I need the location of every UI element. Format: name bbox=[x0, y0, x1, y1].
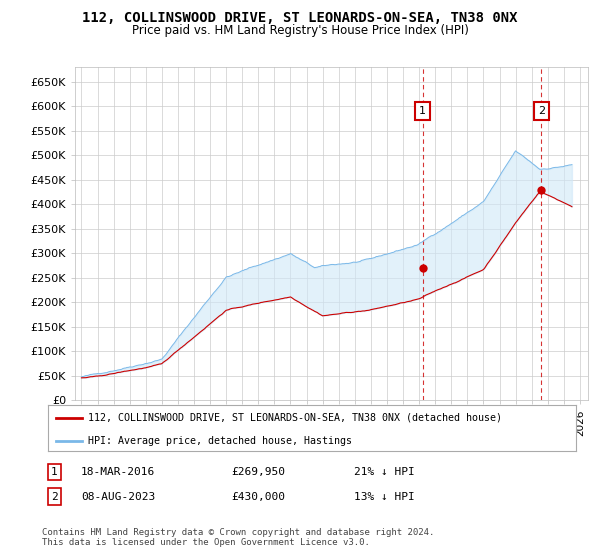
Text: 112, COLLINSWOOD DRIVE, ST LEONARDS-ON-SEA, TN38 0NX: 112, COLLINSWOOD DRIVE, ST LEONARDS-ON-S… bbox=[82, 11, 518, 25]
Text: Price paid vs. HM Land Registry's House Price Index (HPI): Price paid vs. HM Land Registry's House … bbox=[131, 24, 469, 36]
Text: 2: 2 bbox=[538, 106, 545, 116]
Text: 1: 1 bbox=[51, 467, 58, 477]
Text: 18-MAR-2016: 18-MAR-2016 bbox=[81, 467, 155, 477]
Text: HPI: Average price, detached house, Hastings: HPI: Average price, detached house, Hast… bbox=[88, 436, 352, 446]
Text: 13% ↓ HPI: 13% ↓ HPI bbox=[354, 492, 415, 502]
Text: £430,000: £430,000 bbox=[231, 492, 285, 502]
Text: £269,950: £269,950 bbox=[231, 467, 285, 477]
Text: 08-AUG-2023: 08-AUG-2023 bbox=[81, 492, 155, 502]
Text: 1: 1 bbox=[419, 106, 426, 116]
Text: 2: 2 bbox=[51, 492, 58, 502]
Text: 21% ↓ HPI: 21% ↓ HPI bbox=[354, 467, 415, 477]
Text: Contains HM Land Registry data © Crown copyright and database right 2024.
This d: Contains HM Land Registry data © Crown c… bbox=[42, 528, 434, 547]
Text: 112, COLLINSWOOD DRIVE, ST LEONARDS-ON-SEA, TN38 0NX (detached house): 112, COLLINSWOOD DRIVE, ST LEONARDS-ON-S… bbox=[88, 413, 502, 423]
